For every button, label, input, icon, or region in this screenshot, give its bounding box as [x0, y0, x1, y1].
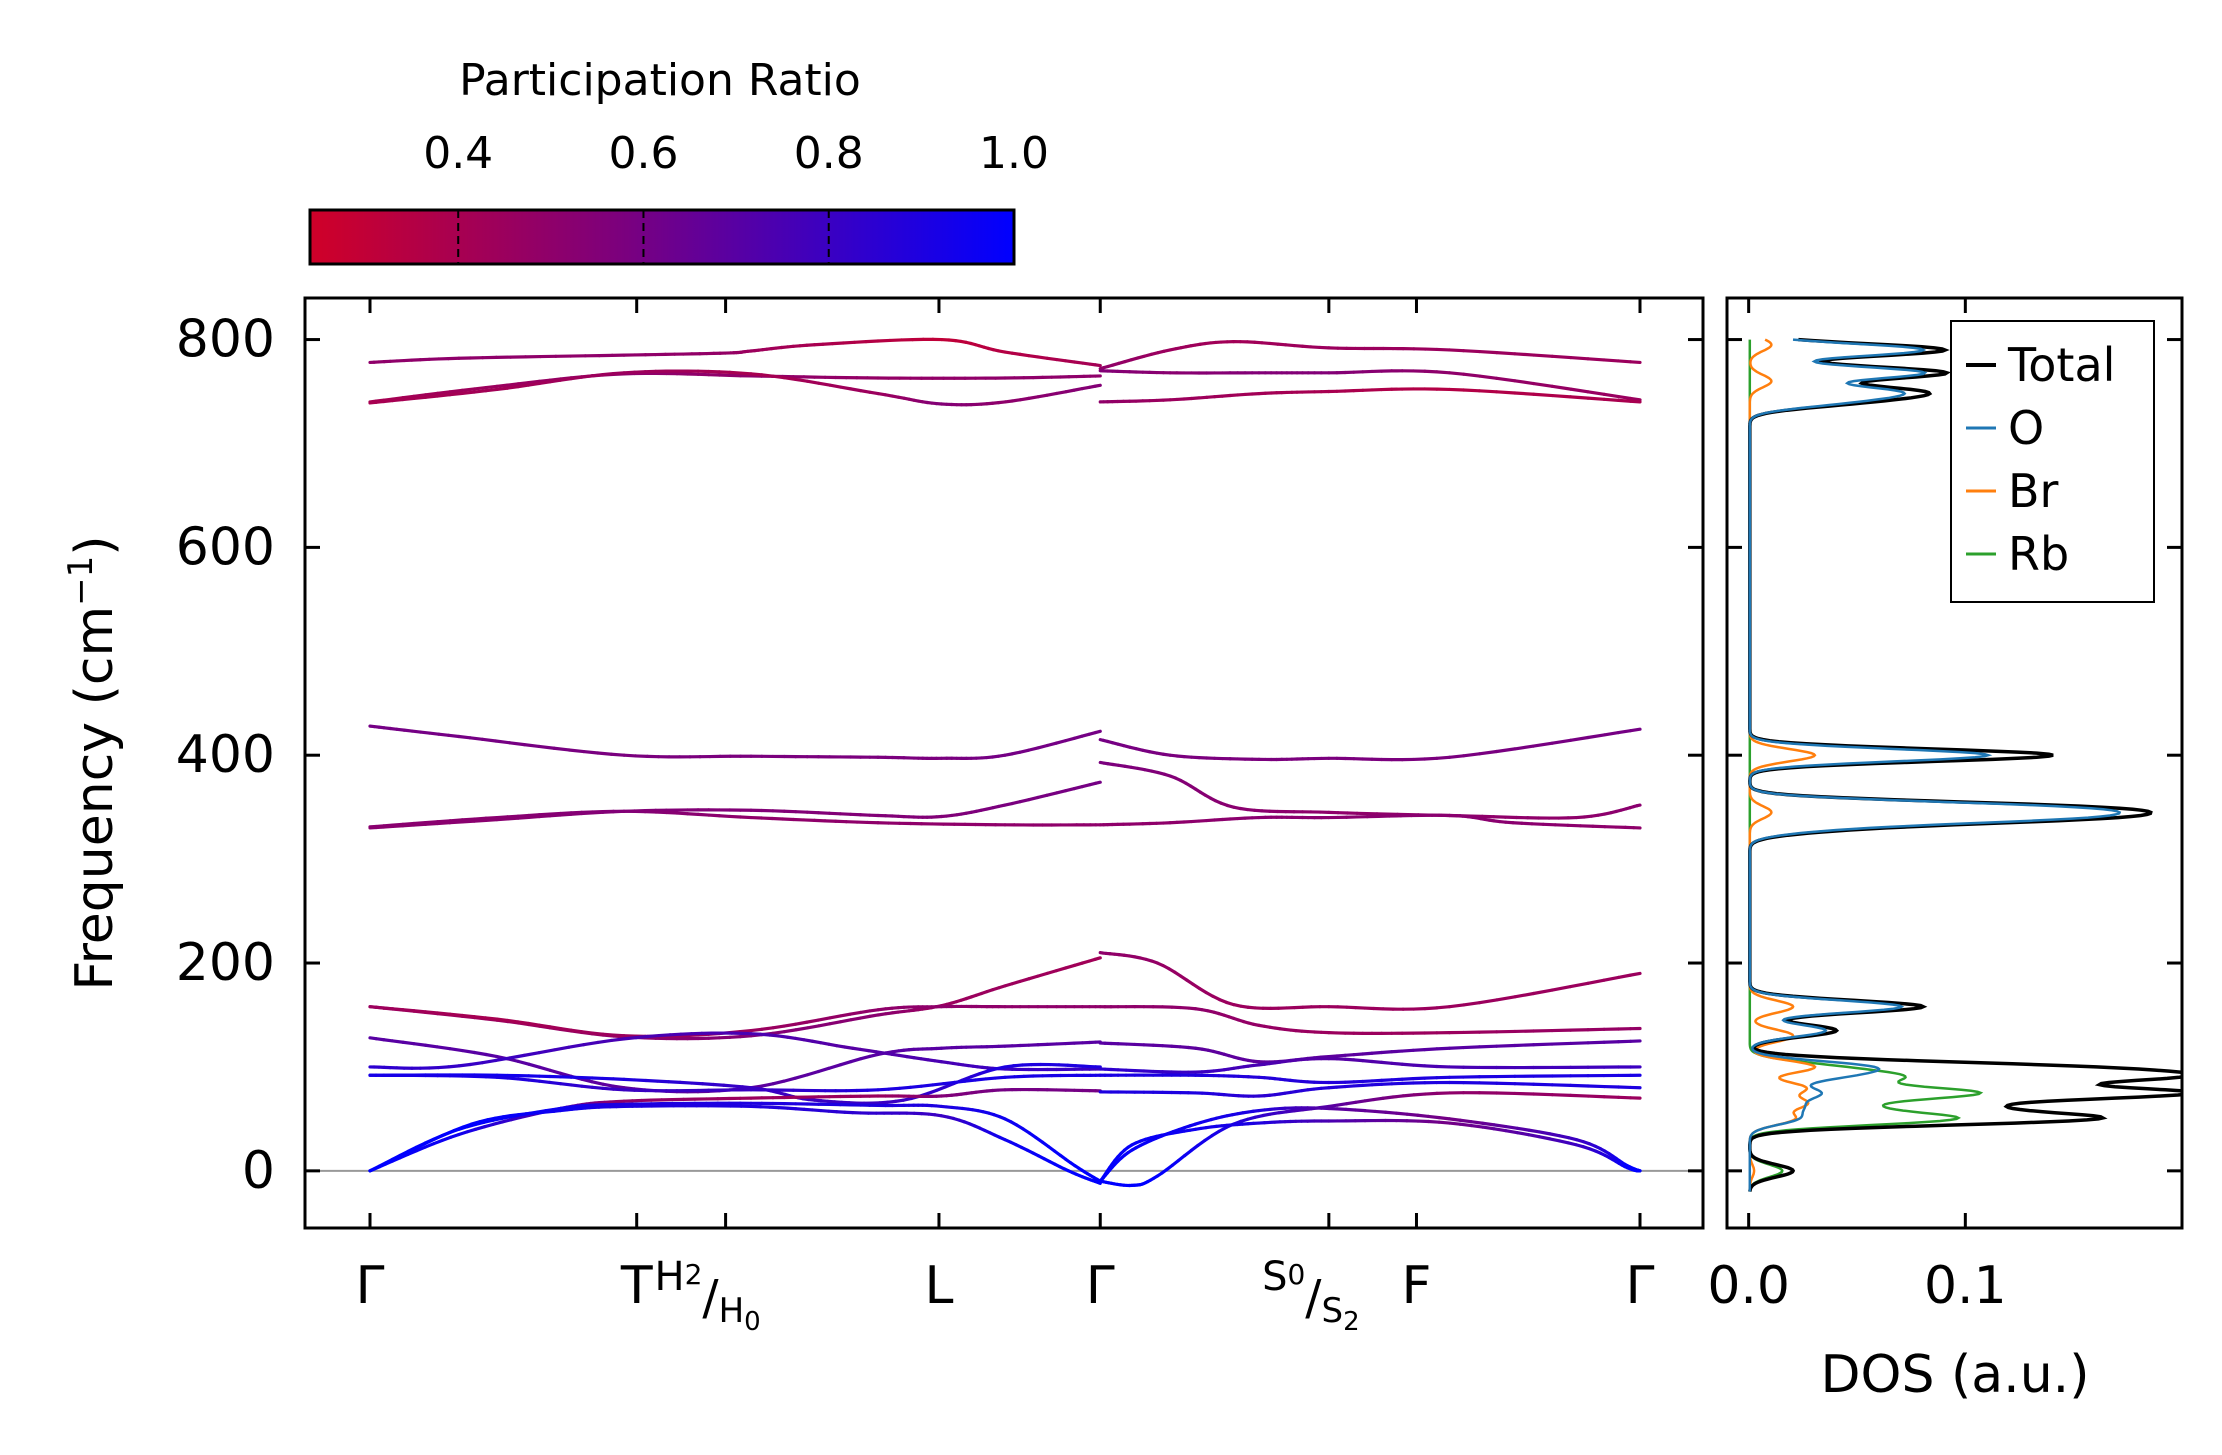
band-branch — [368, 956, 1102, 1041]
band-branch — [368, 1031, 1102, 1072]
y-tick-label: 600 — [176, 517, 275, 577]
band-branch — [368, 809, 1102, 829]
x-point-label: Γ — [356, 1256, 385, 1316]
band-branch — [368, 1101, 1102, 1183]
band-branch — [368, 724, 1102, 760]
y-tick-label: 800 — [176, 310, 275, 370]
band-panel: 0 200 400 600 800 Γ T H2/H0 L Γ S0/S2 F Γ Frequency… — [61, 296, 1705, 1337]
dos-x-tick-label: 0.0 — [1707, 1256, 1790, 1316]
band-axes-frame — [303, 296, 1705, 1230]
y-tick-label: 400 — [176, 725, 275, 785]
legend-label: Br — [2008, 464, 2059, 518]
y-tick-label: 0 — [242, 1141, 275, 1201]
colorbar-tick-label: 0.6 — [608, 128, 678, 179]
legend-label: O — [2008, 401, 2044, 455]
band-branch — [368, 1036, 1102, 1094]
colorbar-tick-label: 1.0 — [979, 128, 1049, 179]
band-branch — [368, 1073, 1102, 1093]
band-branch — [1098, 813, 1642, 830]
dos-axes-frame — [1725, 296, 2184, 1230]
colorbar-bar — [308, 208, 1016, 266]
band-branch — [368, 1104, 1102, 1185]
band-branch — [1098, 1080, 1642, 1098]
band-branch — [1098, 760, 1642, 820]
x-point-label: Γ — [1086, 1256, 1115, 1316]
y-tick-label: 200 — [176, 933, 275, 993]
band-branch — [1098, 1057, 1642, 1074]
dos-xlabel: DOS (a.u.) — [1821, 1345, 2090, 1405]
band-ylabel: Frequency (cm−1) — [61, 535, 125, 990]
band-branch — [1098, 951, 1642, 1011]
band-branch — [1098, 1073, 1642, 1085]
band-branch — [1098, 1118, 1642, 1183]
band-branch — [368, 780, 1102, 830]
band-branch — [368, 337, 1102, 368]
x-point-label: F — [1402, 1256, 1432, 1316]
dos-panel: 0.0 0.1 DOS (a.u.) Total O Br Rb — [1707, 296, 2184, 1405]
legend-label: Rb — [2008, 527, 2069, 581]
band-branch — [368, 371, 1102, 404]
x-point-label: S0/S2 — [1262, 1254, 1360, 1337]
x-point-label: H2/H0 — [654, 1254, 760, 1337]
colorbar-tick-label: 0.4 — [423, 128, 493, 179]
band-branch — [1098, 1091, 1642, 1188]
band-branch — [1098, 1039, 1642, 1064]
x-point-label: L — [924, 1256, 953, 1316]
legend-label: Total — [2007, 338, 2115, 392]
band-branch — [1098, 369, 1642, 402]
colorbar-tick-label: 0.8 — [794, 128, 864, 179]
band-branch — [1098, 1005, 1642, 1035]
colorbar-title: Participation Ratio — [459, 55, 861, 106]
x-point-label: Γ — [1626, 1256, 1655, 1316]
band-branch — [1098, 340, 1642, 371]
band-branch — [1098, 727, 1642, 762]
band-branch — [368, 369, 1102, 407]
dos-x-tick-label: 0.1 — [1924, 1256, 2007, 1316]
colorbar: Participation Ratio 0.4 0.6 0.8 1.0 — [308, 55, 1049, 266]
dos-legend: Total O Br Rb — [1950, 320, 2155, 603]
band-branch — [1098, 387, 1642, 404]
dos-line-o — [1748, 338, 2122, 1192]
x-point-label: T — [620, 1256, 653, 1316]
